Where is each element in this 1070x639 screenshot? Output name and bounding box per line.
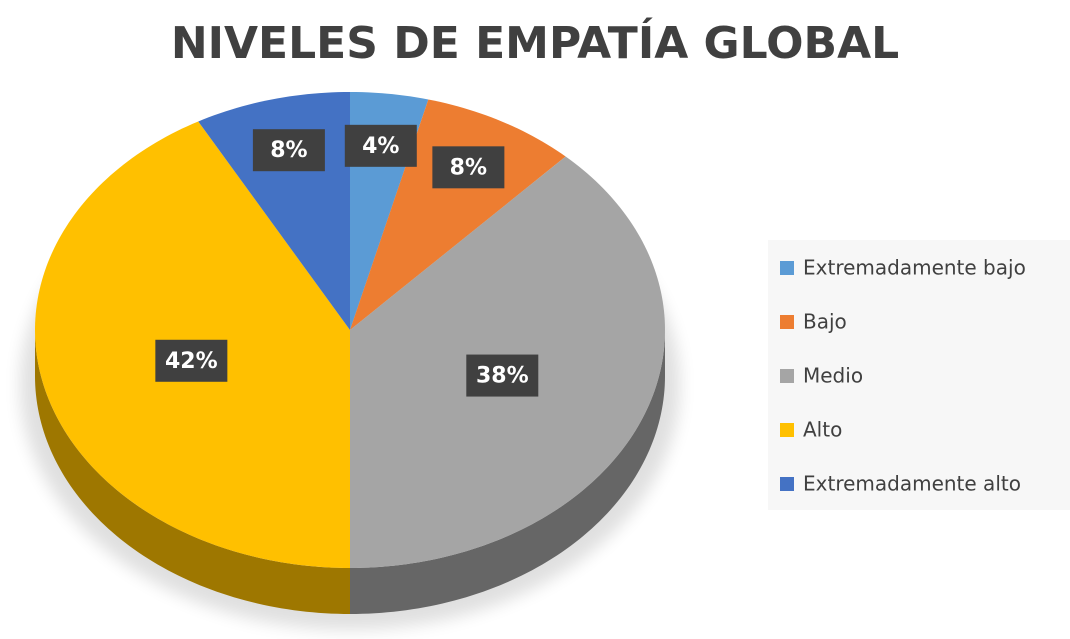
legend-label: Extremadamente alto (803, 472, 1021, 496)
label-box (432, 146, 505, 189)
pie-side (350, 330, 665, 614)
legend-swatch (780, 369, 794, 383)
data-label: 4% (362, 134, 399, 159)
legend-swatch (780, 423, 794, 437)
legend-swatch (780, 477, 794, 491)
pie-slice (350, 99, 566, 331)
label-box (466, 354, 539, 397)
legend-box (768, 240, 1070, 510)
label-box (344, 124, 417, 167)
legend-label: Alto (803, 418, 842, 442)
chart-title: NIVELES DE EMPATÍA GLOBAL (171, 16, 899, 69)
legend-label: Medio (803, 364, 863, 388)
label-box (252, 129, 325, 172)
data-label: 8% (450, 155, 487, 180)
legend-label: Extremadamente bajo (803, 256, 1026, 280)
label-box (155, 339, 228, 382)
data-label: 38% (476, 364, 529, 389)
pie-side (35, 330, 350, 614)
legend-swatch (780, 315, 794, 329)
data-label: 42% (165, 349, 218, 374)
data-label: 8% (270, 138, 307, 163)
legend-swatch (780, 261, 794, 275)
legend-label: Bajo (803, 310, 847, 334)
